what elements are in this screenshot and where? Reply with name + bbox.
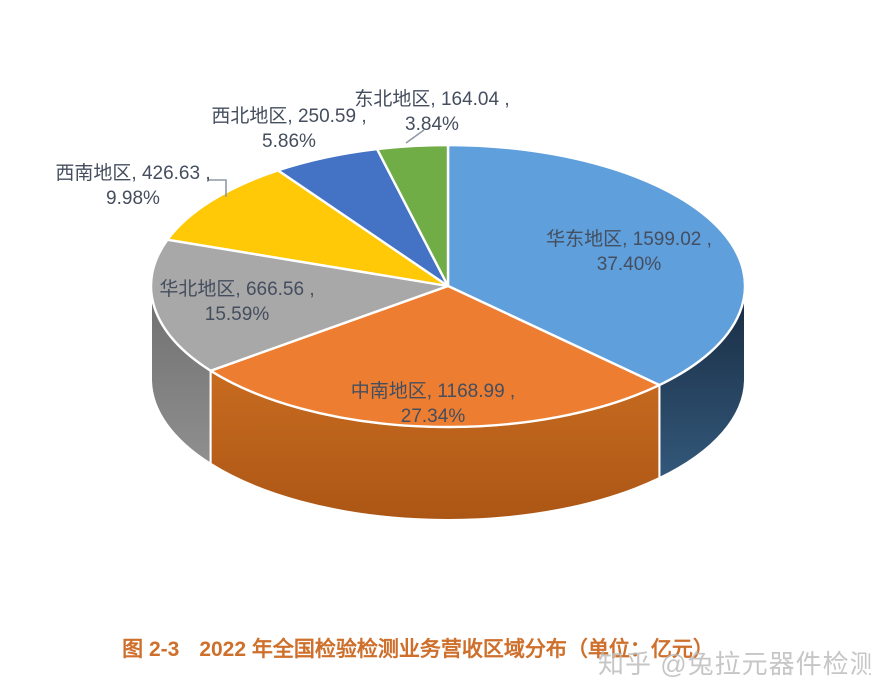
slice-label-line: 中南地区, 1168.99 , [350, 381, 516, 402]
figure-caption: 图 2-3 2022 年全国检验检测业务营收区域分布（单位：亿元） [122, 633, 714, 663]
slice-label-northeast: 东北地区, 164.04 , 3.84% [354, 87, 509, 137]
pie-slice-north-china [149, 238, 450, 372]
figure-caption-text: 2022 年全国检验检测业务营收区域分布（单位：亿元） [199, 638, 714, 661]
slice-label-line: 9.98% [106, 188, 160, 209]
slice-label-line: 西北地区, 250.59 , [211, 106, 367, 127]
slice-label-line: 华东地区, 1599.02 , [546, 229, 712, 250]
slice-label-line: 3.84% [405, 114, 459, 135]
slice-label-line: 15.59% [204, 304, 270, 325]
slice-label-line: 东北地区, 164.04 , [354, 89, 510, 110]
slice-label-central-south: 中南地区, 1168.99 , 27.34% [351, 379, 515, 429]
leader-line-southwest [207, 179, 227, 197]
slice-label-line: 27.34% [400, 406, 466, 427]
slice-label-line: 37.40% [596, 254, 662, 275]
zhihu-watermark: 知乎 @兔拉元器件检测 [598, 649, 871, 679]
pie-slice-northeast [375, 143, 450, 288]
slice-label-northwest: 西北地区, 250.59 , 5.86% [211, 104, 366, 154]
slice-label-east-china: 华东地区, 1599.02 , 37.40% [546, 227, 712, 277]
leader-line-northeast [405, 129, 425, 144]
pie-slice-east-china [446, 143, 747, 387]
slice-label-line: 华北地区, 666.56 , [159, 279, 315, 300]
slice-label-north-china: 华北地区, 666.56 , 15.59% [159, 277, 314, 327]
slice-label-southwest: 西南地区, 426.63 , 9.98% [55, 161, 210, 211]
figure-number: 图 2-3 [122, 638, 180, 661]
slice-label-line: 西南地区, 426.63 , [55, 163, 211, 184]
pie-slice-southwest [166, 169, 450, 288]
pie-slice-central-south [209, 284, 661, 429]
slice-label-line: 5.86% [262, 131, 316, 152]
